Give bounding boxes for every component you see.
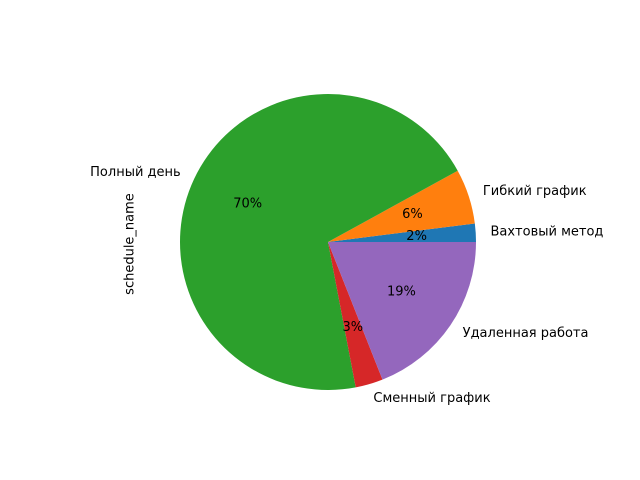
pie-slice-0 <box>328 223 476 242</box>
pie-slice-1 <box>328 170 475 242</box>
slice-percent-2: 70% <box>233 197 262 212</box>
pie-labels: Вахтовый метод 2% Гибкий график 6% Полный де… <box>90 165 603 406</box>
slice-label-3: Сменный график <box>373 391 490 406</box>
pie-slices <box>180 93 476 390</box>
slice-label-4: Удаленная работа <box>463 326 589 341</box>
slice-percent-4: 19% <box>387 284 416 299</box>
slice-percent-0: 2% <box>406 229 427 244</box>
pie-slice-2 <box>180 93 458 390</box>
slice-percent-3: 3% <box>342 320 363 335</box>
y-axis-label: schedule_name <box>123 193 138 295</box>
slice-label-1: Гибкий график <box>483 184 587 199</box>
pie-slice-3 <box>328 242 383 388</box>
slice-percent-1: 6% <box>402 207 423 222</box>
pie-slice-4 <box>328 242 476 380</box>
slice-label-0: Вахтовый метод <box>490 224 603 239</box>
slice-label-2: Полный день <box>90 165 181 180</box>
